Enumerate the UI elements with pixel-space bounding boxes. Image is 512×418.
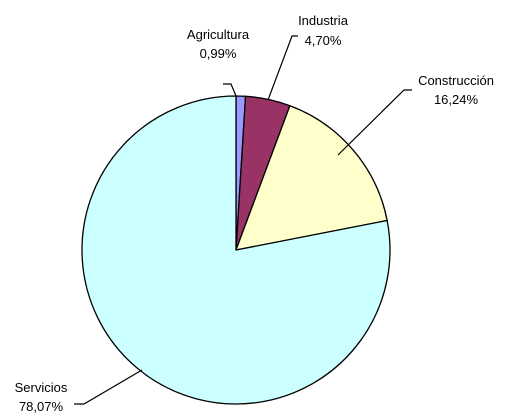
slice-value-label-construccion: 16,24% bbox=[434, 92, 479, 107]
slice-value-label-agricultura: 0,99% bbox=[200, 46, 237, 61]
slice-labels: Agricultura 0,99% Industria 4,70% Construcci… bbox=[15, 13, 494, 414]
leader-line-servicios bbox=[74, 369, 143, 405]
slice-category-label-agricultura: Agricultura bbox=[187, 27, 250, 42]
slice-category-label-servicios: Servicios bbox=[15, 380, 68, 395]
slice-value-label-industria: 4,70% bbox=[305, 33, 342, 48]
leader-lines bbox=[74, 35, 412, 405]
leader-line-construccion bbox=[337, 89, 412, 156]
slice-category-label-industria: Industria bbox=[298, 13, 349, 28]
slice-category-label-construccion: Construcción bbox=[418, 73, 494, 88]
pie-slice-construccion bbox=[234, 104, 388, 251]
leader-line-industria bbox=[267, 35, 298, 101]
pie-slice-servicios bbox=[81, 95, 391, 405]
slice-value-label-servicios: 78,07% bbox=[19, 399, 64, 414]
leader-line-agricultura bbox=[223, 83, 237, 97]
pie-slices bbox=[81, 95, 391, 405]
